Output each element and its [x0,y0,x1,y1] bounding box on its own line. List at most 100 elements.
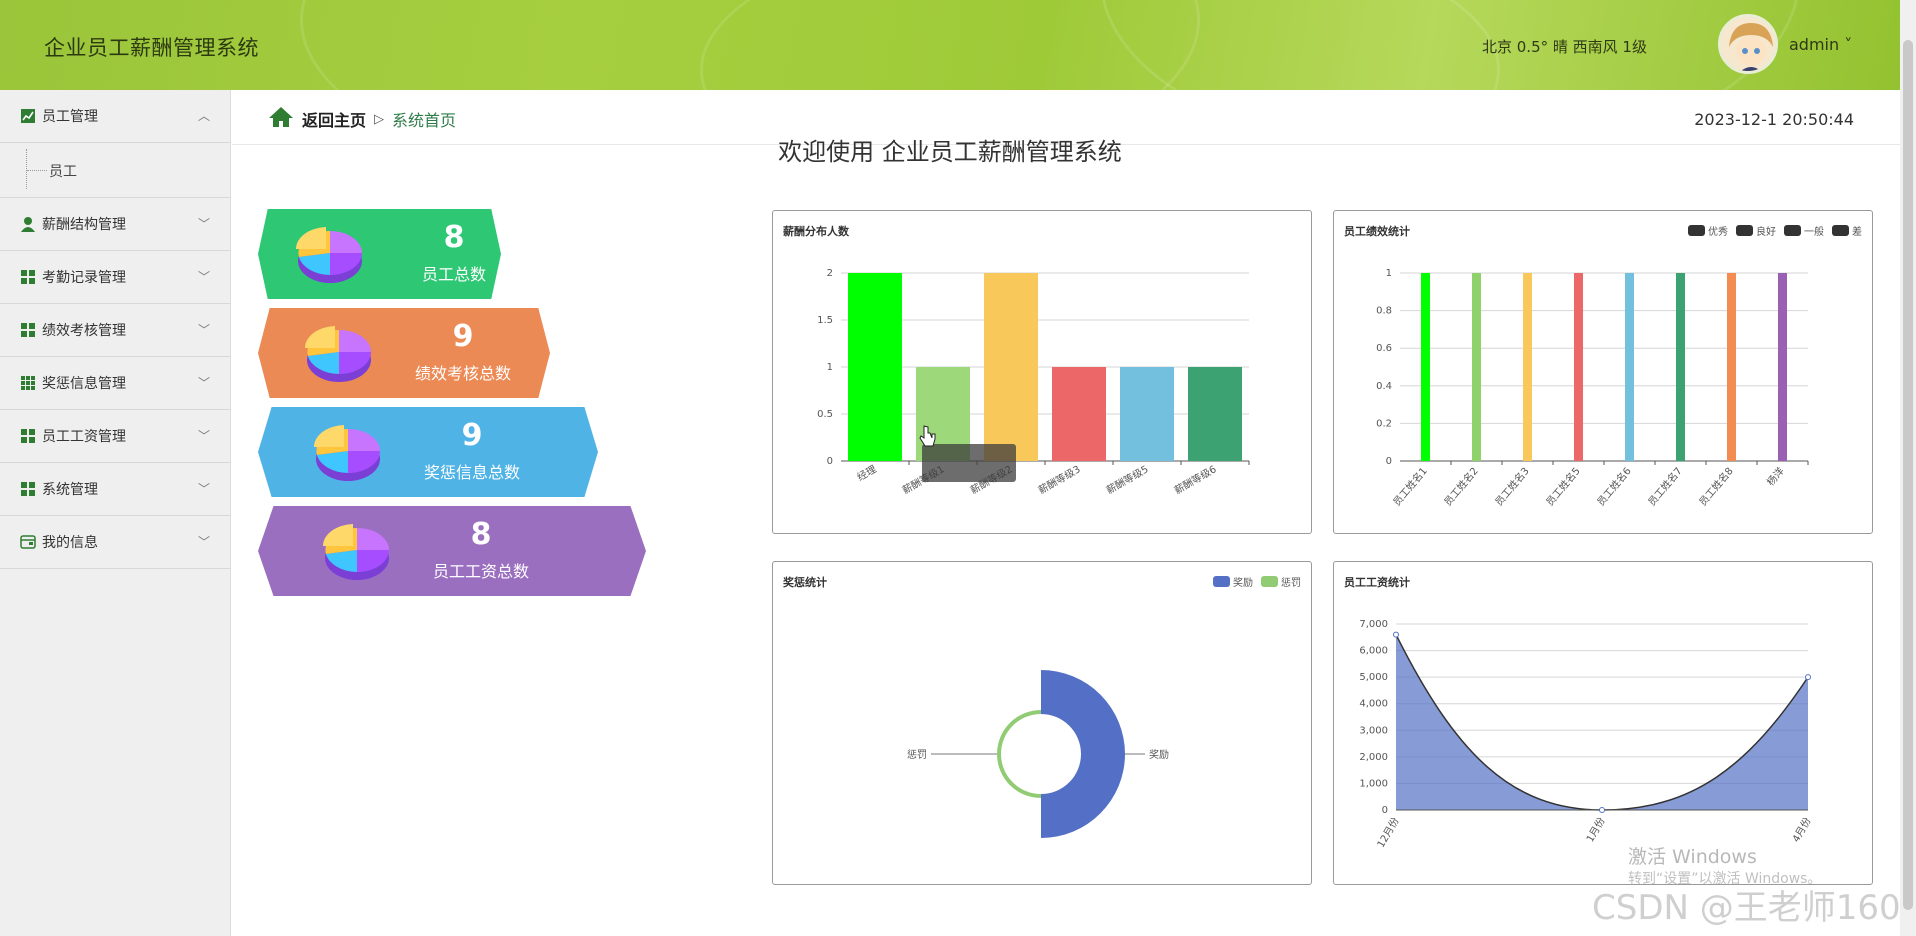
legend-label[interactable]: 奖励 [1233,578,1253,589]
legend-swatch [1688,225,1705,236]
user-icon [20,216,36,232]
y-tick-label: 0 [1386,456,1392,467]
page-scrollbar[interactable] [1900,0,1916,936]
data-point [1393,631,1399,638]
avatar[interactable] [1718,14,1778,74]
chevron-down-icon: ﹀ [197,376,210,390]
stat-card[interactable]: 8 员工工资总数 [258,506,646,596]
chart-tooltip [922,444,1016,482]
y-tick-label: 6,000 [1359,646,1388,657]
sidebar-item-label: 薪酬结构管理 [42,217,126,233]
legend-swatch [1736,225,1753,236]
sidebar-item-wages[interactable]: 员工工资管理 ﹀ [0,410,230,463]
x-tick-label: 1月份 [1584,816,1608,845]
breadcrumb-bar: 返回主页 ▷ 系统首页 2023-12-1 20:50:44 [232,90,1900,145]
chevron-up-icon: ︿ [197,109,210,123]
stat-label: 绩效考核总数 [414,364,511,383]
legend-label[interactable]: 良好 [1756,227,1776,238]
apps-icon [20,375,36,391]
breadcrumb-current[interactable]: 系统首页 [392,111,457,130]
x-tick-label: 经理 [855,462,879,483]
stat-value: 8 [470,517,492,552]
x-tick-label: 员工姓名3 [1492,465,1532,509]
weather-info: 北京 0.5° 晴 西南风 1级 [1482,38,1647,56]
slice-label: 奖励 [1149,748,1169,761]
bar [1052,367,1106,461]
stat-card[interactable]: 8 员工总数 [258,209,501,299]
x-tick-label: 员工姓名2 [1441,465,1481,509]
x-tick-label: 员工姓名1 [1390,465,1430,509]
bar [1625,273,1634,461]
home-icon[interactable] [268,106,294,132]
y-tick-label: 0.5 [817,409,833,420]
current-datetime: 2023-12-1 20:50:44 [1694,110,1854,129]
x-tick-label: 员工姓名8 [1696,465,1736,509]
y-tick-label: 4,000 [1359,699,1388,710]
legend-label[interactable]: 惩罚 [1281,578,1301,589]
rewards-chart[interactable]: 奖励 惩罚 [773,562,1313,886]
legend-label[interactable]: 差 [1852,227,1862,238]
chevron-down-icon: ﹀ [197,482,210,496]
sidebar-item-salary-structure[interactable]: 薪酬结构管理 ﹀ [0,198,230,251]
sidebar-item-label: 系统管理 [42,482,98,498]
legend-swatch [1832,225,1849,236]
sidebar-item-label: 员工管理 [42,109,98,125]
stat-card[interactable]: 9 奖惩信息总数 [258,407,598,497]
user-menu[interactable]: admin ˅ [1789,35,1853,54]
x-tick-label: 员工姓名7 [1645,465,1685,509]
wage-chart[interactable]: 0 1,000 2,000 3,000 4,000 5,000 6,000 7,000 12月份… [1334,562,1874,886]
legend-swatch [1784,225,1801,236]
chart-icon [20,108,36,124]
scrollbar-thumb[interactable] [1903,40,1913,910]
sidebar-item-system[interactable]: 系统管理 ﹀ [0,463,230,516]
pie-chart-icon [313,421,382,483]
x-tick-label: 薪酬等级5 [1104,462,1151,496]
pie-chart-icon [304,322,373,384]
area-fill [1396,634,1808,810]
sidebar-item-attendance[interactable]: 考勤记录管理 ﹀ [0,251,230,304]
home-link[interactable]: 返回主页 [302,111,367,130]
bar [1676,273,1685,461]
y-tick-label: 2,000 [1359,752,1388,763]
bar [1778,273,1787,461]
performance-legend: 优秀 良好 一般 差 [1680,223,1862,238]
sidebar-item-label: 我的信息 [42,535,98,551]
x-tick-label: 薪酬等级3 [1036,462,1083,496]
bar [1421,273,1430,461]
chevron-down-icon: ﹀ [197,323,210,337]
sidebar-item-my-info[interactable]: 我的信息 ﹀ [0,516,230,569]
sidebar-item-label: 奖惩信息管理 [42,376,126,392]
pie-slice [1041,670,1125,838]
chart-title: 薪酬分布人数 [783,225,849,238]
y-tick-label: 0.4 [1376,381,1392,392]
y-tick-label: 5,000 [1359,672,1388,683]
pie-chart-icon [295,223,364,285]
legend-swatch [1261,576,1278,587]
sidebar-item-label: 员工工资管理 [42,429,126,445]
avatar-image [1721,17,1775,71]
sidebar-subitem-employee[interactable]: 员工 [0,143,230,198]
sidebar-item-label: 考勤记录管理 [42,270,126,286]
grid-icon [20,428,36,444]
y-tick-label: 7,000 [1359,619,1388,630]
cursor-icon [919,425,936,447]
x-tick-label: 薪酬等级6 [1172,462,1219,496]
grid-icon [20,322,36,338]
sidebar-item-performance[interactable]: 绩效考核管理 ﹀ [0,304,230,357]
bar [984,273,1038,461]
tree-line [27,170,47,171]
performance-chart[interactable]: 0 0.2 0.4 0.6 0.8 1 员工姓名1 员工姓名2 员工姓名3 员工姓名5 员工姓名6 员… [1334,211,1874,535]
salary-distribution-chart[interactable]: 00.511.52经理薪酬等级1薪酬等级2薪酬等级3薪酬等级5薪酬等级6 [773,211,1313,535]
sidebar-item-employee-management[interactable]: 员工管理 ︿ [0,90,230,143]
app-header: 企业员工薪酬管理系统 北京 0.5° 晴 西南风 1级 admin ˅ [0,0,1900,90]
stat-card[interactable]: 9 绩效考核总数 [258,308,550,398]
sidebar-item-rewards[interactable]: 奖惩信息管理 ﹀ [0,357,230,410]
pie-slice [997,710,1041,798]
x-tick-label: 员工姓名5 [1543,465,1583,509]
bar [1188,367,1242,461]
legend-label[interactable]: 一般 [1804,227,1824,238]
chevron-down-icon: ﹀ [197,429,210,443]
legend-label[interactable]: 优秀 [1708,227,1728,238]
performance-panel: 员工绩效统计 优秀 良好 一般 差 0 0.2 0.4 0.6 0.8 1 员工姓名1 员工姓… [1333,210,1873,534]
stat-value: 9 [461,418,483,453]
